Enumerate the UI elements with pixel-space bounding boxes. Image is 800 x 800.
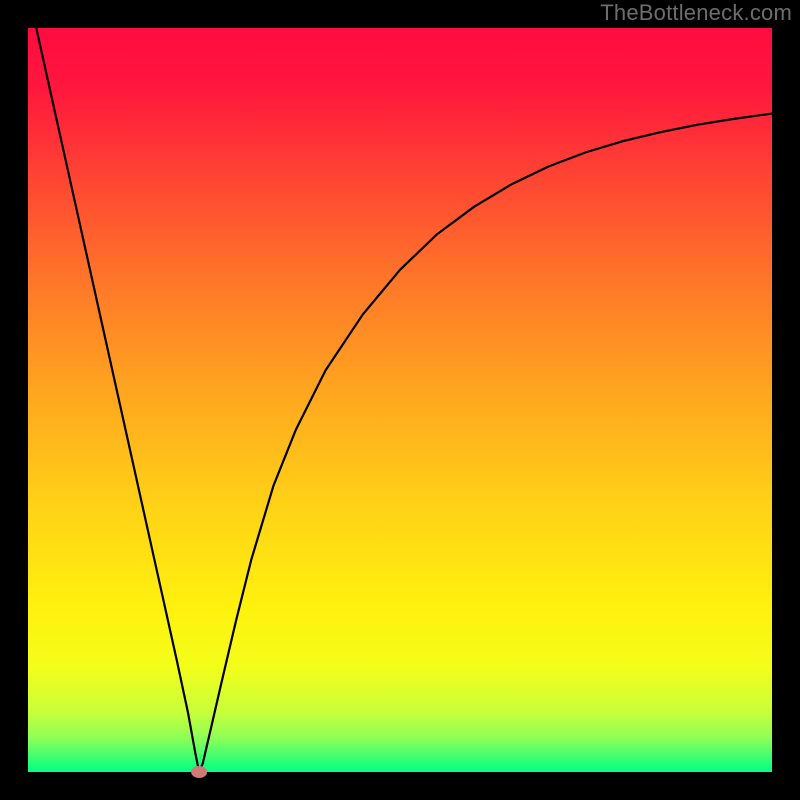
optimal-point-marker [191, 766, 207, 778]
chart-stage: TheBottleneck.com [0, 0, 800, 800]
bottleneck-chart [0, 0, 800, 800]
plot-background [28, 28, 772, 772]
